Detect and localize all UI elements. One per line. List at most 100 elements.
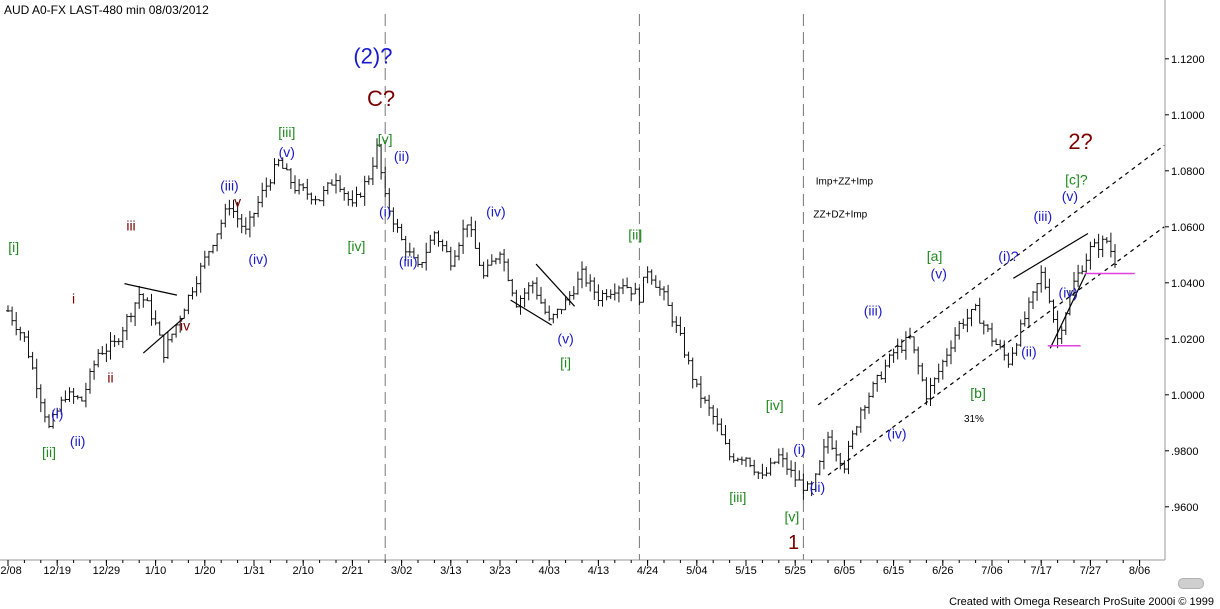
ohlc-bar [379,143,384,180]
ohlc-bar [616,285,621,303]
ohlc-bar [461,219,466,254]
ohlc-bar [596,284,601,307]
ohlc-bar [604,289,609,301]
ohlc-bar [301,183,306,192]
ohlc-bar [891,348,896,363]
ohlc-bar [539,286,543,304]
wave-label: (v) [1062,188,1078,204]
ohlc-bar [1072,271,1076,296]
ohlc-bar [473,220,478,249]
section-dividers [384,14,804,560]
ohlc-bar [973,303,978,311]
ohlc-bar [1088,241,1093,270]
ohlc-bar [821,439,826,470]
wave-label: (iv) [1059,284,1078,300]
x-tick-label: 1/20 [194,565,215,577]
wave-label: [v] [378,131,393,147]
ohlc-bar [243,217,248,235]
ohlc-bar [477,242,482,266]
ohlc-bar [547,305,552,321]
x-tick-label: 4/13 [588,565,609,577]
ohlc-bar [198,262,203,293]
ohlc-bar [215,233,220,252]
ohlc-bar [194,276,199,297]
ohlc-bar [383,166,388,197]
ohlc-bar [51,410,56,429]
ohlc-bar [313,195,318,205]
ohlc-bar [776,448,781,465]
ohlc-bar [936,363,941,383]
wave-label: (ii) [394,148,410,164]
ohlc-bar [1031,290,1035,310]
ohlc-bar [157,321,162,336]
ohlc-bar [395,218,400,233]
ohlc-bar [375,138,379,169]
ohlc-bar [875,374,880,392]
y-tick-label: 1.0200 [1171,334,1205,346]
wave-label: (iv) [887,425,906,441]
wave-label: (i) [51,406,63,422]
ohlc-bar [555,308,560,319]
ohlc-bar [752,459,757,476]
horizontal-scrollbar[interactable] [0,575,1164,591]
y-tick-label: 1.0600 [1171,222,1205,234]
ohlc-bar [1014,342,1019,356]
ohlc-bar [416,254,420,267]
wedge-lower-line [510,299,552,326]
ohlc-bar [276,158,281,167]
ohlc-bar [1035,283,1040,301]
ohlc-bar [252,212,256,227]
ohlc-bar [735,457,740,462]
triangle-upper-line [124,283,178,296]
ohlc-bar [994,338,999,346]
ohlc-bar [100,346,105,355]
ohlc-bar [227,199,232,216]
ohlc-bar [293,175,297,194]
ohlc-bar [670,302,675,327]
ohlc-bar [1096,233,1101,259]
ohlc-bar [47,414,51,429]
wave-label: (iii) [399,253,418,269]
wave-label: v [234,193,241,209]
wave-label: [i] [560,355,571,371]
ohlc-bar [370,157,375,185]
ohlc-bar [1080,265,1085,275]
wave-label: (v) [279,144,295,160]
ohlc-bar [1047,278,1052,304]
ohlc-bar [387,188,392,217]
ohlc-bar [682,326,687,358]
ohlc-bar [985,324,990,333]
ohlc-bar [633,282,638,295]
ohlc-bar [1002,340,1007,361]
ohlc-bar [489,254,494,266]
x-tick-label: 7/06 [981,565,1002,577]
trend-overlays [124,144,1165,476]
wave-label: [c]? [1065,172,1088,188]
y-tick-label: 1.0400 [1171,278,1205,290]
ohlc-bar [92,360,97,380]
ohlc-bar [354,186,359,207]
wedge-upper-line [535,263,576,307]
ohlc-bar [711,405,716,425]
ohlc-bar [170,333,174,343]
ohlc-bar [940,359,945,380]
ohlc-bar [698,376,703,408]
ohlc-bar [1092,238,1097,248]
y-tick-label: 1.1200 [1171,54,1205,66]
ohlc-bar [961,318,966,329]
ohlc-bar [571,286,576,300]
ohlc-bar [592,277,597,300]
ohlc-bar [785,452,789,475]
scroll-thumb[interactable] [1178,578,1204,589]
ohlc-bar [420,262,425,268]
ohlc-bar [764,466,769,477]
ohlc-bar [63,390,68,403]
ohlc-bar [674,316,679,333]
ohlc-bar [1067,289,1072,316]
x-tick-label: 6/05 [834,565,855,577]
wave-label: [v] [785,509,800,525]
ohlc-bar [493,257,498,265]
ohlc-bar [280,157,285,169]
ohlc-bar [739,456,744,465]
